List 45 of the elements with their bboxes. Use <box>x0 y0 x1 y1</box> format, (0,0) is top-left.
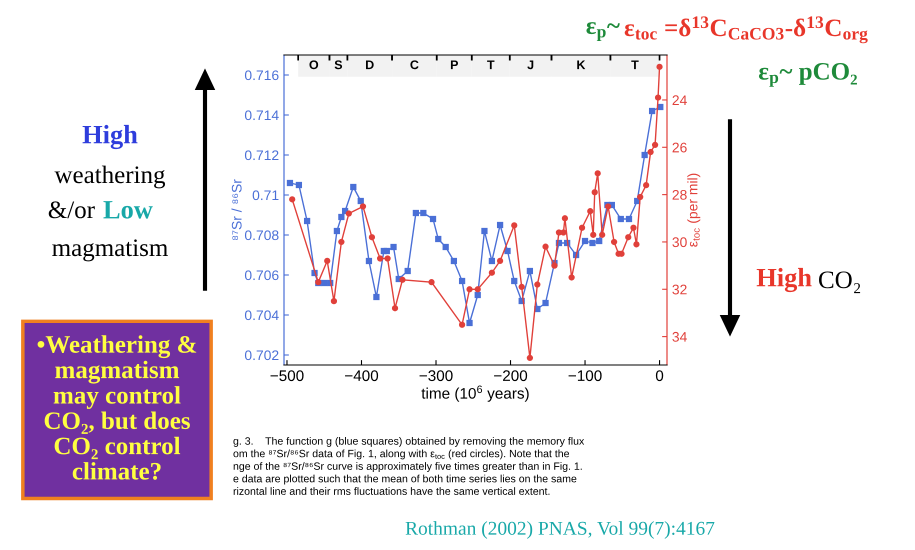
text: ε$_{p}$~ <box>586 22 620 42</box>
band-label: J <box>527 60 534 70</box>
x-axis-title: time (10$^{6}$ years) <box>421 385 529 402</box>
text: CO₂ <box>819 271 860 294</box>
x-tick-label: −500 <box>270 370 304 382</box>
y-tick-label: 0.716 <box>244 70 279 80</box>
band-label: S <box>334 60 342 70</box>
x-tick-label: −200 <box>494 370 528 382</box>
x-tick-label: −400 <box>345 370 378 382</box>
band-label: O <box>309 60 318 70</box>
y2-tick-label: 26 <box>672 142 687 152</box>
x-tick-label: −100 <box>568 370 602 382</box>
text: Low <box>103 201 153 219</box>
y-tick-label: 0.706 <box>244 270 279 280</box>
y2-tick-label: 24 <box>672 95 687 105</box>
text: &/or <box>48 201 95 218</box>
y2-axis-title: ε$_{toc}$ (per mil) <box>687 174 700 247</box>
text: High <box>756 268 812 292</box>
band-label: P <box>450 60 458 70</box>
y-tick-label: 0.702 <box>244 350 278 360</box>
y-tick-label: 0.708 <box>244 230 279 240</box>
text: ε$_{p}$~ pCO₂ <box>758 63 857 87</box>
text: Rothman (2002) PNAS, Vol 99(7):4167 <box>406 521 714 539</box>
y-tick-label: 0.704 <box>244 310 279 320</box>
band-label: D <box>366 60 374 70</box>
x-tick-label: −300 <box>420 370 453 382</box>
text: High <box>82 124 138 150</box>
y-tick-label: 0.714 <box>244 110 279 120</box>
band-label: K <box>577 60 586 70</box>
band-label: T <box>631 60 639 70</box>
y2-tick-label: 34 <box>672 332 687 342</box>
text: g. 3. The function g (blue squares) obtained by removing the memory flux om the ⁸⁷Sr/⁸⁶Sr data of Fig. 1, along with ε$_{toc}$ (red circles). Note that the nge of the ⁸⁷Sr/⁸⁶Sr curve is approximately five times greater than in Fig. 1. e data are plotted such that the mean of both time series lies on the same rizontal line and their rms fluctuations have the same vertical extent. <box>233 436 584 495</box>
x-tick-label: 0 <box>656 370 664 382</box>
y2-tick-label: 30 <box>672 237 687 248</box>
y2-tick-label: 32 <box>672 284 687 294</box>
text: ε$_{toc}$ =δ$^{13}$C$_{CaCO3}$-δ$^{13}$C$_{org}$ <box>624 16 868 44</box>
text: weathering <box>54 166 166 188</box>
y-tick-label: 0.712 <box>244 150 278 160</box>
band-label: C <box>410 60 419 70</box>
text: •Weathering & magmatism may control CO₂, but does CO₂ control climate? <box>38 335 196 480</box>
y-tick-label: 0.71 <box>252 190 278 200</box>
y2-tick-label: 28 <box>672 190 687 200</box>
band-label: T <box>487 60 494 70</box>
y-axis-title: ⁸⁷Sr / ⁸⁶Sr <box>231 179 242 240</box>
text: magmatism <box>52 239 168 262</box>
